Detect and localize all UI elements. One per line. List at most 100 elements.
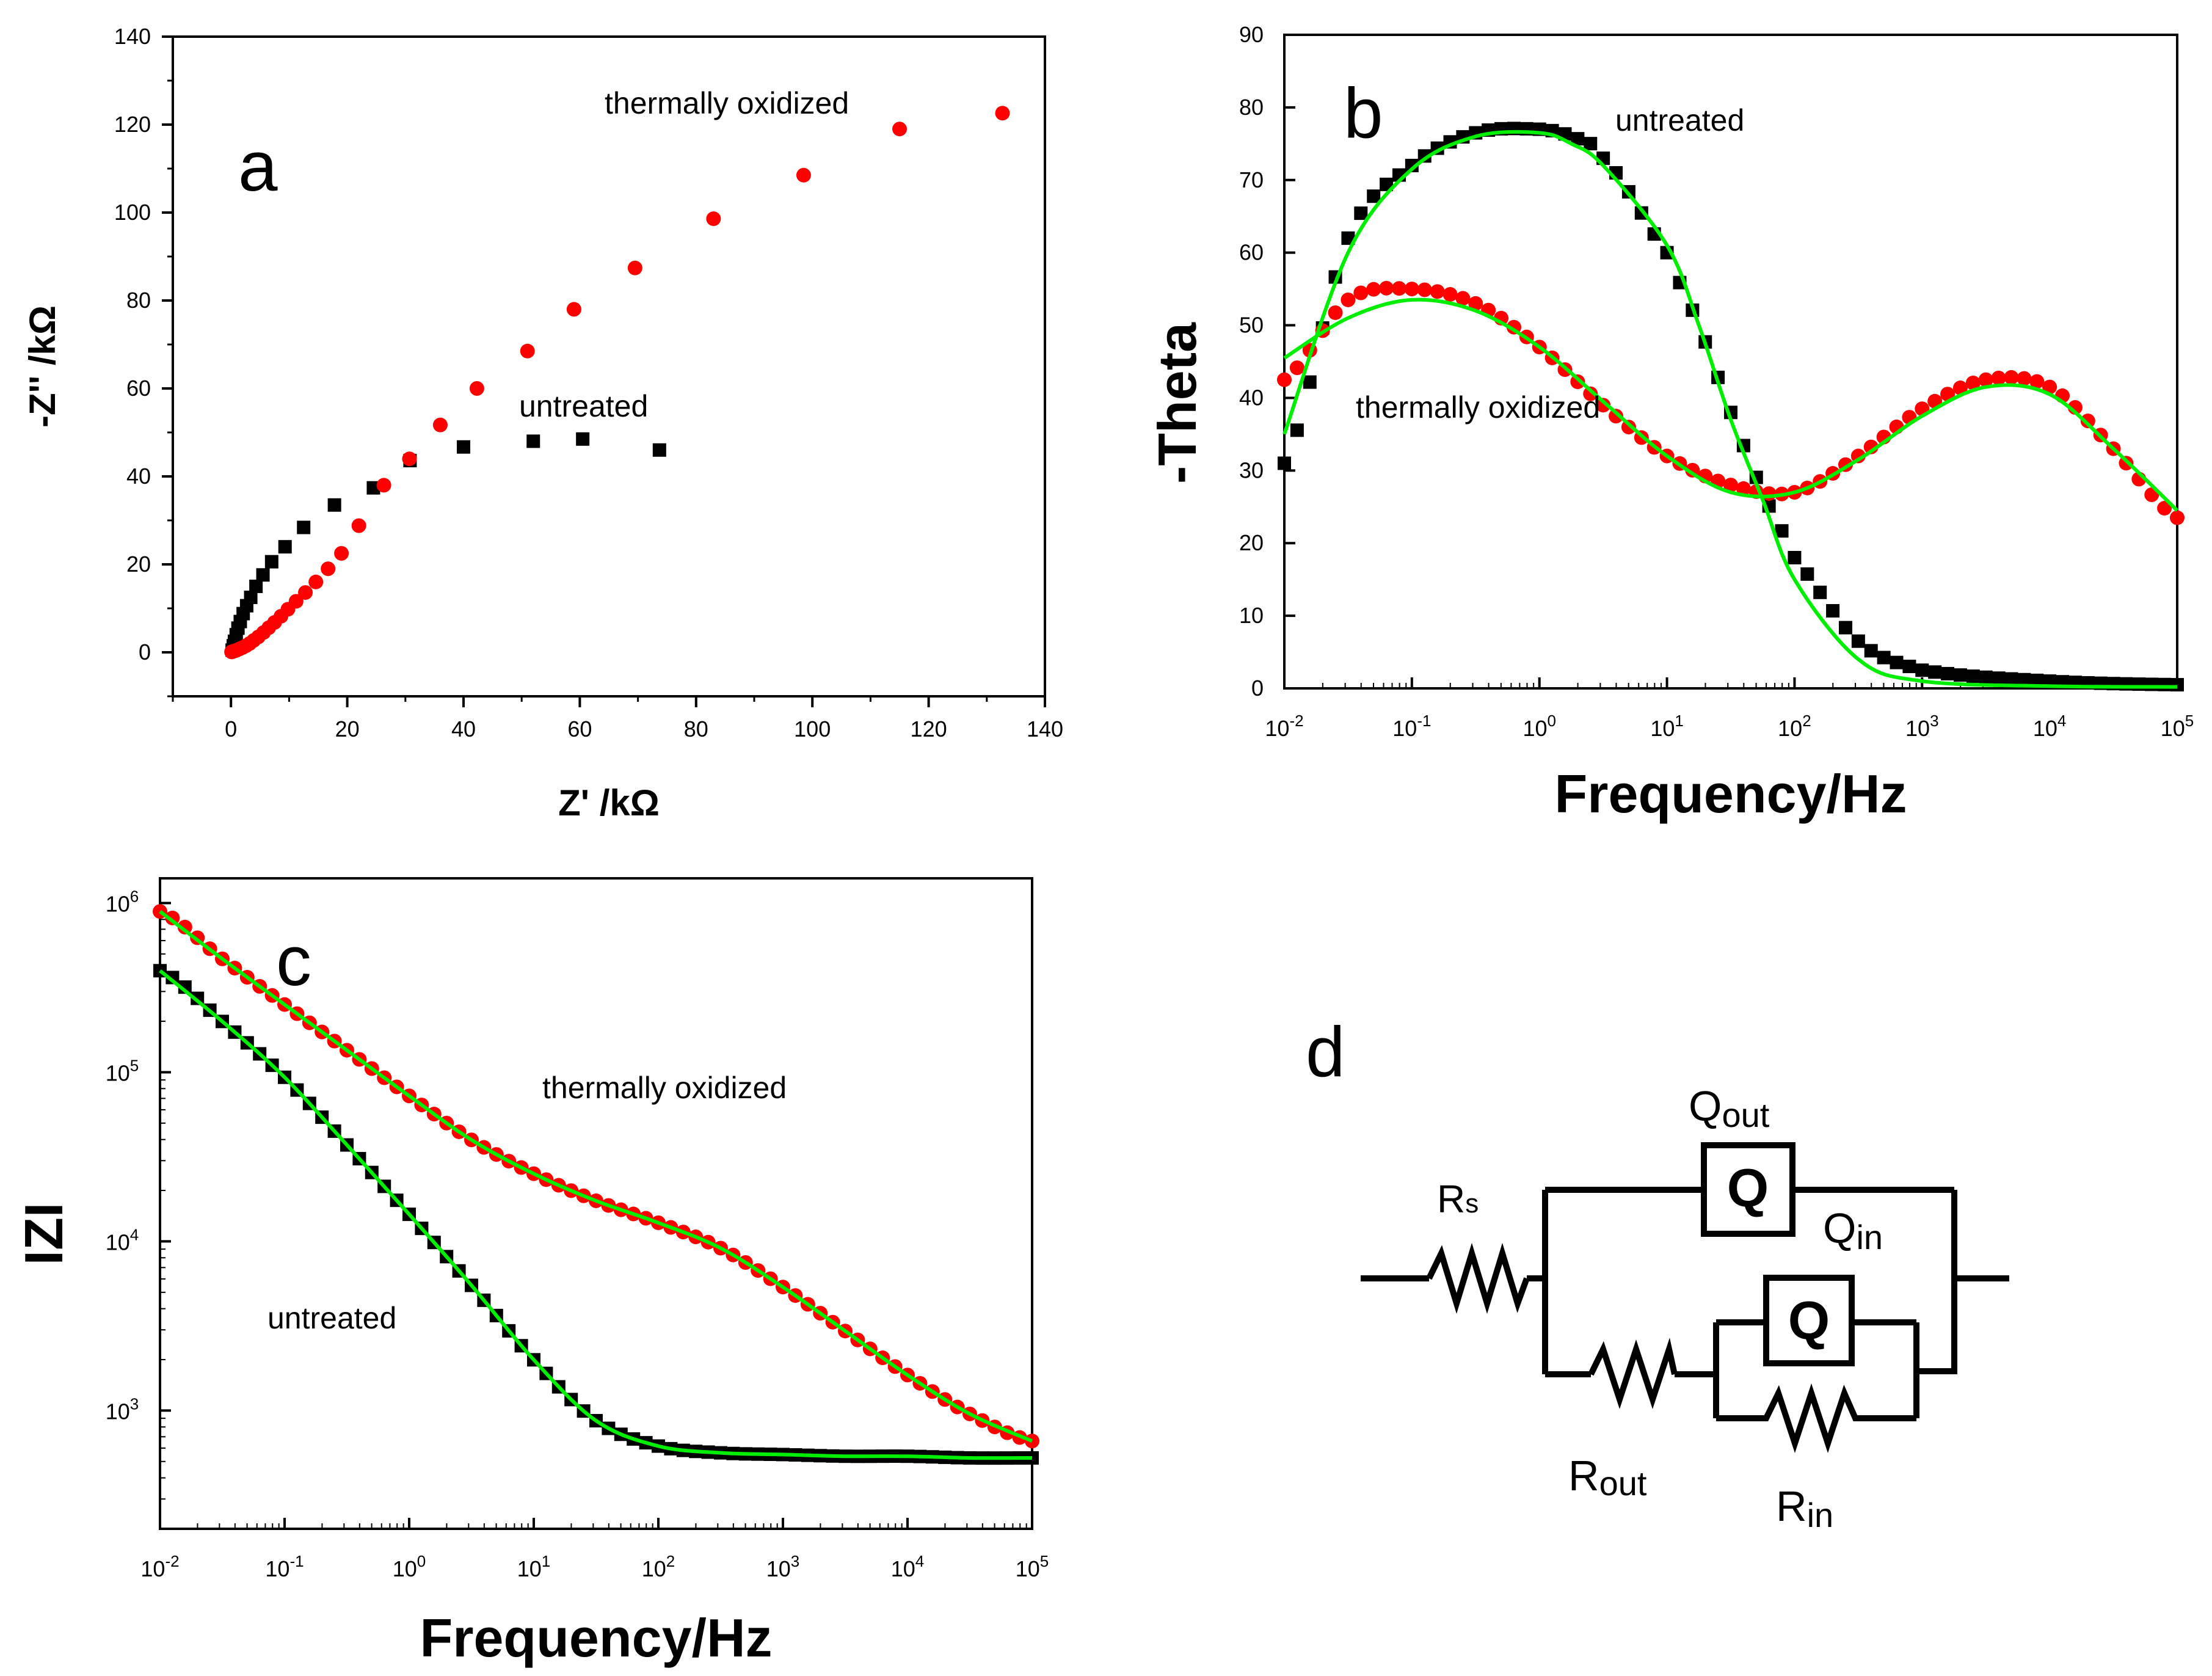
panel-b-untreated-point bbox=[1915, 663, 1929, 677]
panel-b-untreated-point bbox=[2132, 677, 2146, 691]
panel-b-xtick-label: 104 bbox=[2033, 712, 2067, 741]
panel-b-xtick-label: 105 bbox=[2161, 712, 2194, 741]
panel-b-untreated-point bbox=[1303, 375, 1317, 389]
panel-b-untreated-point bbox=[1838, 621, 1852, 635]
panel-a-label: a bbox=[238, 126, 278, 206]
panel-c-xtick-label: 101 bbox=[517, 1552, 551, 1581]
panel-b-oxidized-point bbox=[1289, 360, 1304, 376]
panel-b-untreated-point bbox=[1966, 669, 1980, 683]
label-qout-sub: out bbox=[1722, 1096, 1769, 1134]
panel-b-untreated-point bbox=[1992, 671, 2006, 685]
panel-a-oxidized-point bbox=[334, 546, 349, 561]
panel-c-xtick-label: 100 bbox=[393, 1552, 426, 1581]
panel-b-xtick-label: 101 bbox=[1650, 712, 1684, 741]
label-rin-main: R bbox=[1776, 1482, 1807, 1530]
panel-a-ytick-label: 140 bbox=[114, 24, 151, 49]
panel-b-oxidized-point bbox=[1455, 291, 1471, 306]
panel-b-ytick-label: 80 bbox=[1239, 95, 1264, 120]
panel-c-untreated-fit-line bbox=[159, 969, 1033, 1460]
panel-b-oxidized-point bbox=[1328, 305, 1343, 320]
panel-b-untreated-point bbox=[1788, 551, 1802, 564]
panel-c-untreated-point bbox=[178, 980, 192, 994]
panel-a-oxidized-point bbox=[627, 260, 642, 275]
panel-a-oxidized-point bbox=[351, 518, 366, 533]
panel-b-ytick-label: 10 bbox=[1239, 603, 1264, 628]
panel-c-xtick-label: 103 bbox=[766, 1552, 800, 1581]
panel-b-xtick-label: 102 bbox=[1778, 712, 1811, 741]
panel-c-annotation-oxidized: thermally oxidized bbox=[542, 1071, 787, 1105]
panel-c-ylabel: IZI bbox=[13, 1203, 74, 1266]
panel-b-untreated-point bbox=[1290, 423, 1304, 437]
panel-a-ytick-label: 80 bbox=[126, 288, 151, 313]
label-rs-main: R bbox=[1437, 1177, 1465, 1221]
panel-b-oxidized-point bbox=[2157, 501, 2172, 516]
panel-b-oxidized-point bbox=[2004, 370, 2019, 385]
panel-a-oxidized-point bbox=[566, 302, 581, 317]
panel-a-untreated-point bbox=[264, 555, 278, 569]
panel-b-untreated-point bbox=[1354, 206, 1368, 220]
panel-b-oxidized-fit-line bbox=[1283, 297, 2179, 512]
panel-a-ytick-label: 120 bbox=[114, 112, 151, 137]
panel-b-xtick-label: 103 bbox=[1905, 712, 1939, 741]
panel-b-untreated-point bbox=[1979, 670, 1993, 684]
panel-b-ytick-label: 60 bbox=[1239, 240, 1264, 265]
panel-b-oxidized-point bbox=[1978, 372, 1993, 387]
panel-b-ytick-label: 90 bbox=[1239, 22, 1264, 47]
label-rs: Rs bbox=[1437, 1177, 1479, 1221]
panel-b-untreated-point bbox=[1813, 585, 1827, 599]
panel-d-equivalent-circuit: d Q Q Rs Qout Qin Rout Rin bbox=[1306, 1012, 2009, 1534]
panel-a-untreated-point bbox=[526, 434, 540, 448]
panel-b-oxidized-point bbox=[1991, 370, 2006, 385]
panel-b-untreated-point bbox=[2158, 677, 2172, 691]
panel-a-untreated-point bbox=[278, 540, 292, 554]
panel-a-ytick-label: 20 bbox=[126, 552, 151, 577]
panel-b-untreated-point bbox=[1864, 644, 1878, 658]
label-qout: Qout bbox=[1689, 1082, 1770, 1134]
panel-c-xtick-label: 104 bbox=[891, 1552, 925, 1581]
panel-c-annotation-untreated: untreated bbox=[267, 1301, 396, 1335]
panel-c-xtick-label: 10-1 bbox=[265, 1552, 304, 1581]
resistor-rs bbox=[1426, 1242, 1530, 1314]
label-rs-sub: s bbox=[1465, 1189, 1479, 1219]
panel-b-oxidized-point bbox=[1468, 296, 1483, 311]
panel-a-oxidized-point bbox=[892, 122, 907, 137]
cpe-qin-symbol: Q bbox=[1788, 1290, 1830, 1350]
panel-b-oxidized-point bbox=[1965, 375, 1981, 390]
resistor-rin bbox=[1716, 1383, 1916, 1453]
panel-a-ylabel: -Z'' /kΩ bbox=[22, 305, 63, 428]
panel-a-oxidized-point bbox=[376, 478, 391, 493]
panel-b-oxidized-point bbox=[1430, 284, 1445, 299]
panel-b-oxidized-point bbox=[1404, 282, 1419, 297]
panel-d-label: d bbox=[1306, 1012, 1345, 1091]
panel-a-oxidized-point bbox=[995, 106, 1010, 121]
right-node-lower bbox=[1916, 1278, 1957, 1374]
panel-b-untreated-point bbox=[1890, 655, 1904, 669]
panel-b-xtick-label: 10-1 bbox=[1392, 712, 1431, 741]
panel-c-bode-magnitude-plot: 10-2 10-1 100 101 102 103 104 105 103 104 105 106 c… bbox=[13, 877, 1049, 1668]
panel-a-xlabel: Z' /kΩ bbox=[558, 782, 660, 823]
panel-a-annotation-oxidized: thermally oxidized bbox=[605, 86, 849, 120]
panel-b-ytick-label: 0 bbox=[1251, 676, 1264, 701]
panel-b-untreated-point bbox=[2145, 677, 2159, 691]
panel-b-oxidized-point bbox=[1353, 285, 1369, 301]
panel-c-ytick-label: 103 bbox=[106, 1394, 139, 1424]
label-rin: Rin bbox=[1776, 1482, 1833, 1534]
panel-c-label: c bbox=[276, 921, 311, 1000]
panel-b-untreated-point bbox=[2004, 672, 2018, 686]
panel-a-oxidized-point bbox=[298, 585, 313, 600]
panel-b-label: b bbox=[1344, 73, 1383, 153]
panel-a-oxidized-point bbox=[432, 417, 448, 432]
panel-b-oxidized-point bbox=[1609, 409, 1624, 424]
panel-c-ytick-label: 106 bbox=[106, 887, 139, 916]
panel-b-oxidized-point bbox=[2017, 371, 2032, 386]
panel-a-xtick-label: 140 bbox=[1027, 716, 1063, 741]
panel-a-frame bbox=[172, 35, 1046, 698]
panel-b-oxidized-point bbox=[1621, 420, 1636, 435]
panel-b-frame bbox=[1283, 34, 2178, 690]
panel-b-oxidized-point bbox=[2170, 510, 2185, 525]
panel-a-untreated-point bbox=[327, 498, 341, 512]
panel-a-oxidized-point bbox=[402, 451, 417, 467]
cpe-qout-symbol: Q bbox=[1727, 1157, 1769, 1218]
panel-b-untreated-point bbox=[1775, 524, 1789, 538]
panel-b-oxidized-point bbox=[1417, 282, 1432, 297]
